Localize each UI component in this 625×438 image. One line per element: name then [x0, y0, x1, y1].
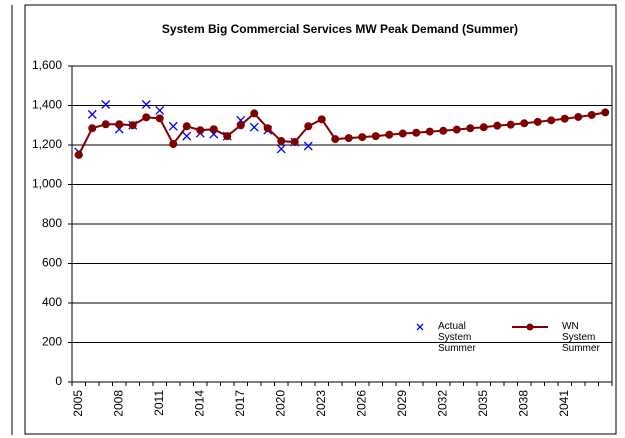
point: [141, 100, 151, 109]
chart-frame: [24, 4, 617, 435]
y-tick-label: 0: [55, 374, 62, 388]
point: [88, 124, 97, 133]
legend-marker: [526, 323, 534, 331]
y-tick-label: 1,600: [32, 58, 62, 72]
x-tick-label: 2014: [192, 390, 206, 417]
point: [87, 109, 97, 119]
point: [398, 129, 407, 138]
point: [317, 115, 326, 124]
point: [560, 114, 569, 123]
point: [74, 150, 83, 159]
y-tick-label: 400: [42, 295, 62, 309]
point: [249, 122, 259, 132]
point: [547, 116, 556, 125]
point: [223, 132, 232, 141]
x-tick-label: 2041: [557, 390, 571, 417]
x-tick-label: 2008: [111, 390, 125, 417]
point: [520, 119, 529, 128]
point: [277, 137, 286, 146]
point: [168, 121, 178, 131]
legend-label: WN System Summer: [562, 321, 600, 354]
legend-marker: [416, 323, 424, 331]
point: [493, 121, 502, 130]
legend-label: Actual System Summer: [438, 321, 476, 354]
point: [209, 125, 218, 134]
point: [263, 124, 272, 133]
point: [304, 122, 313, 131]
point: [115, 120, 124, 129]
point: [236, 121, 245, 130]
x-tick-label: 2011: [152, 390, 166, 416]
x-tick-label: 2035: [476, 390, 490, 417]
point: [182, 131, 192, 141]
y-tick-label: 1,000: [32, 177, 62, 191]
point: [331, 135, 340, 144]
point: [371, 132, 380, 141]
y-tick-label: 600: [42, 256, 62, 270]
y-tick-label: 1,200: [32, 137, 62, 151]
point: [182, 122, 191, 131]
x-tick-label: 2038: [516, 390, 530, 417]
y-tick-label: 1,400: [32, 98, 62, 112]
point: [276, 144, 286, 154]
point: [196, 126, 205, 135]
series-line: [77, 111, 606, 156]
chart-title: System Big Commercial Services MW Peak D…: [161, 22, 519, 36]
point: [101, 100, 111, 109]
point: [466, 124, 475, 133]
point: [155, 114, 164, 123]
point: [506, 120, 515, 129]
point: [128, 121, 137, 130]
point: [169, 140, 178, 149]
y-tick-label: 200: [42, 335, 62, 349]
point: [479, 123, 488, 132]
point: [601, 108, 610, 117]
point: [412, 128, 421, 137]
point: [344, 134, 353, 143]
point: [142, 113, 151, 122]
point: [101, 120, 110, 129]
point: [303, 141, 313, 151]
point: [358, 133, 367, 142]
y-tick-label: 800: [42, 216, 62, 230]
point: [587, 110, 596, 119]
x-tick-label: 2005: [71, 390, 85, 417]
point: [425, 127, 434, 136]
x-tick-label: 2029: [395, 390, 409, 417]
point: [452, 125, 461, 134]
point: [385, 130, 394, 139]
x-tick-label: 2023: [314, 390, 328, 417]
x-tick-label: 2017: [233, 390, 247, 417]
point: [250, 109, 259, 118]
x-tick-label: 2032: [435, 390, 449, 417]
point: [574, 112, 583, 121]
x-tick-label: 2020: [273, 390, 287, 417]
point: [290, 138, 299, 147]
point: [533, 117, 542, 126]
x-tick-label: 2026: [354, 390, 368, 417]
point: [439, 126, 448, 135]
point: [155, 105, 165, 115]
